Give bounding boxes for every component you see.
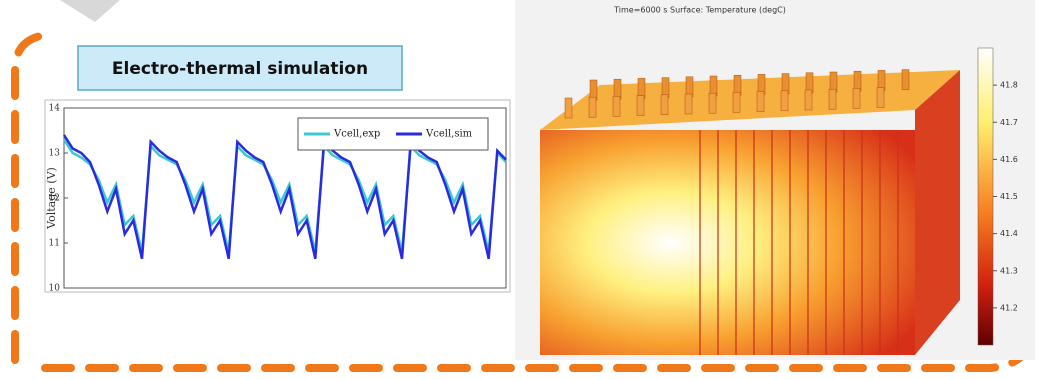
front-face [540,130,915,355]
colorbar-tick-label: 41.7 [1000,118,1018,127]
terminal [902,70,909,90]
colorbar [978,48,993,345]
terminal [757,92,764,112]
terminal [829,89,836,109]
terminal [637,96,644,116]
terminal [565,98,572,118]
y-tick-label: 13 [49,149,61,159]
y-tick-label: 11 [49,239,60,249]
plot-title: Time=6000 s Surface: Temperature (degC) [613,6,786,15]
y-tick-label: 10 [49,284,61,294]
colorbar-tick-label: 41.4 [1000,229,1018,238]
terminal [589,97,596,117]
arrow-shape [60,0,120,22]
terminal [685,94,692,114]
terminal [853,88,860,108]
y-tick-label: 14 [49,104,61,114]
legend-label: Vcell,sim [425,129,473,140]
colorbar-tick-label: 41.3 [1000,266,1018,275]
terminal [709,93,716,113]
terminal [805,90,812,110]
terminal [613,96,620,116]
label: Electro-thermal simulation [112,59,368,79]
colorbar-tick-label: 41.6 [1000,155,1018,164]
slide: Electro-thermal simulation 1011121314Vol… [0,0,1039,380]
y-axis-label: Voltage (V) [45,167,58,230]
colorbar-tick-label: 41.2 [1000,303,1018,312]
legend-label: Vcell,exp [333,129,380,140]
terminal [733,92,740,112]
colorbar-tick-label: 41.5 [1000,192,1018,201]
terminal [877,88,884,108]
terminal [661,95,668,115]
colorbar-tick-label: 41.8 [1000,81,1018,90]
terminal [781,91,788,111]
